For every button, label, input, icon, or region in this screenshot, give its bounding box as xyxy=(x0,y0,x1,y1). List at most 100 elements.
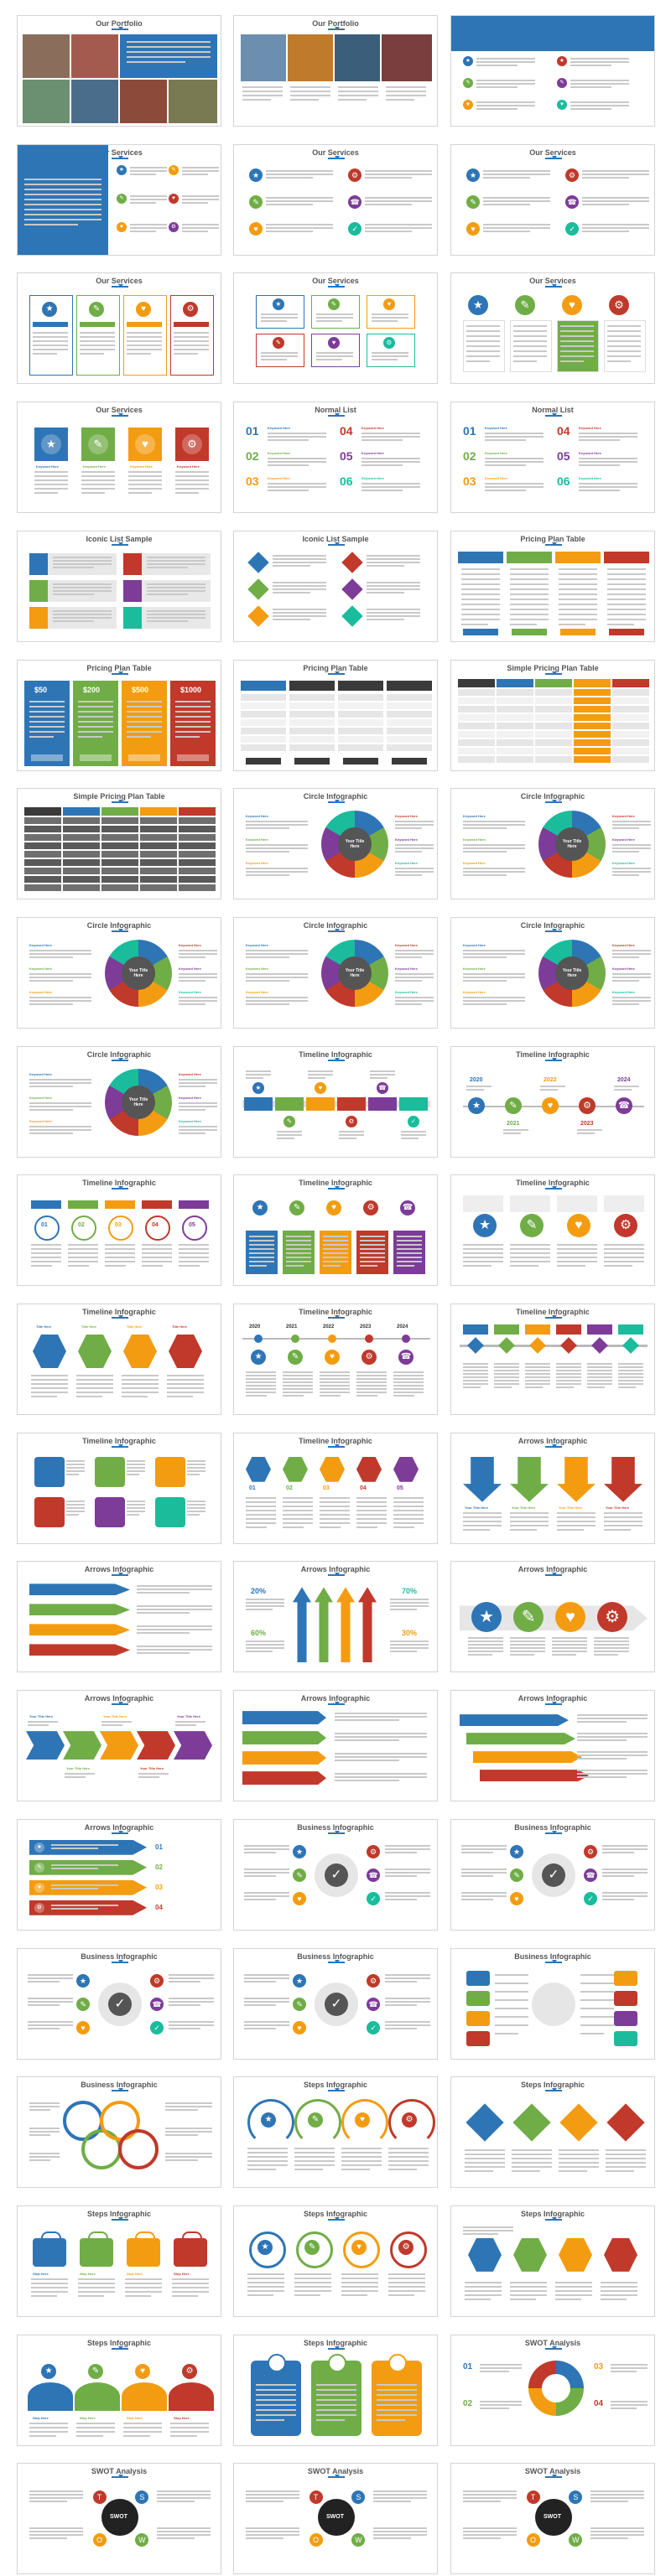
slide-thumbnail[interactable]: Steps Infographic xyxy=(450,2205,655,2317)
slide-thumbnail[interactable]: Circle Infographic Your Title Here Keyword… xyxy=(17,916,221,1029)
slide-thumbnail[interactable]: Timeline Infographic ★ ✎ ♥ ⚙ ☎ xyxy=(233,1174,438,1287)
text-placeholder-line xyxy=(247,2289,284,2292)
slide-thumbnail[interactable]: Timeline Infographic ★ ✎ ♥ ⚙ xyxy=(450,1174,655,1287)
text-placeholder-line xyxy=(246,1602,284,1604)
text-placeholder-line xyxy=(246,868,308,870)
slide-thumbnail[interactable]: Steps Infographic xyxy=(450,2076,655,2189)
text-placeholder-line xyxy=(170,2422,209,2424)
slide-thumbnail[interactable]: Timeline Infographic 01 02 03 04 05 xyxy=(233,1432,438,1544)
slide-thumbnail[interactable]: Iconic List Sample xyxy=(233,530,438,642)
slide-thumbnail[interactable]: Pricing Plan Table xyxy=(450,530,655,642)
slide-thumbnail[interactable]: Our Services ★ ✎ ♥ ⚙ xyxy=(17,272,221,385)
text-placeholder-line xyxy=(105,1265,127,1267)
slide-thumbnail[interactable]: Arrows Infographic xyxy=(17,1561,221,1673)
slide-thumbnail[interactable]: SWOT Analysis SWOT S W O T xyxy=(17,2463,221,2575)
slide-thumbnail[interactable]: Business Infographic xyxy=(450,1947,655,2060)
slide-thumbnail[interactable]: Steps Infographic ★ Step Here ✎ Step Here ♥ St… xyxy=(17,2334,221,2446)
text-placeholder-line xyxy=(51,1884,118,1886)
slide-thumbnail[interactable]: Our Portfolio xyxy=(17,15,221,127)
text-placeholder-line xyxy=(341,2277,378,2279)
slide-thumbnail[interactable]: Business Infographic ✓ ★ ⚙ ✎ ☎ ♥ ✓ xyxy=(450,1818,655,1931)
slide-thumbnail[interactable]: Arrows Infographic 20% 70% 60% 30% xyxy=(233,1561,438,1673)
list-number: 03 xyxy=(463,474,476,489)
text-placeholder-line xyxy=(335,1780,399,1782)
slide-thumbnail[interactable]: Circle Infographic Your Title Here Keyword… xyxy=(450,916,655,1029)
generic-icon: ☎ xyxy=(150,1997,164,2011)
slide-thumbnail[interactable]: Steps Infographic ★ ✎ ♥ ⚙ xyxy=(233,2076,438,2189)
text-placeholder-line xyxy=(261,359,287,361)
text-placeholder-line xyxy=(323,1240,348,1242)
slide-thumbnail[interactable]: Our Services ★ ✎ ♥ ✎ ♥ ⚙ xyxy=(233,272,438,385)
text-placeholder-line xyxy=(29,2422,68,2424)
text-placeholder-line xyxy=(556,1380,581,1381)
slide-thumbnail[interactable]: Iconic List Sample xyxy=(17,530,221,642)
slide-thumbnail[interactable]: Business Infographic ✓ ★ ⚙ ✎ ☎ ♥ ✓ xyxy=(17,1947,221,2060)
iconic-list-icon-box xyxy=(123,606,142,629)
slide-thumbnail[interactable]: Timeline Infographic xyxy=(450,1304,655,1415)
slide-thumbnail[interactable]: Pricing Plan Table xyxy=(233,659,438,771)
slide-thumbnail[interactable]: Simple Pricing Plan Table xyxy=(17,788,221,900)
text-placeholder-line xyxy=(485,436,544,438)
slide-thumbnail[interactable]: Normal List 01 Keyword Here 04 Keyword Here 0… xyxy=(233,402,438,514)
slide-thumbnail[interactable]: Our Services ★ ⚙ ✎ ☎ ♥ ✓ xyxy=(450,143,655,256)
slide-thumbnail[interactable]: Our Services ★ ✎ ♥ ⚙ xyxy=(450,272,655,385)
slide-thumbnail[interactable]: SWOT Analysis SWOT S W O T xyxy=(233,2463,438,2575)
slide-thumbnail[interactable]: Normal List 01 Keyword Here 04 Keyword Here 0… xyxy=(450,402,655,514)
slide-thumbnail[interactable]: Steps Infographic Step Here Step Here Step … xyxy=(17,2205,221,2317)
slide-thumbnail[interactable]: Steps Infographic ★ ✎ ♥ ⚙ xyxy=(233,2205,438,2317)
slide-thumbnail[interactable]: Timeline Infographic 2020 ★ 2021 ✎ 2022 ♥ 2023 ⚙… xyxy=(233,1304,438,1415)
slide-thumbnail[interactable]: SWOT Analysis SWOT S W O T xyxy=(450,2463,655,2575)
slide-thumbnail[interactable]: Our Services★★✎✎♥♥ xyxy=(450,15,655,127)
slide-thumbnail[interactable]: Timeline Infographic ★ ✎ ♥ ⚙ ☎ ✓ xyxy=(233,1045,438,1158)
generic-icon: ✓ xyxy=(150,2020,164,2034)
arrow-title: Your Title Here xyxy=(465,1505,489,1510)
slide-thumbnail[interactable]: Business Infographic xyxy=(17,2076,221,2189)
slide-title: Iconic List Sample xyxy=(86,534,153,543)
slide-thumbnail[interactable]: Arrows Infographic xyxy=(233,1690,438,1802)
text-placeholder-line xyxy=(401,1133,426,1136)
slide-thumbnail[interactable]: Timeline Infographic Title Here Title Here… xyxy=(17,1304,221,1415)
text-placeholder-line xyxy=(579,490,620,492)
slide-thumbnail[interactable]: Our Services ★ ✎ ✎ ♥ ♥ ⚙ xyxy=(17,143,221,256)
slide-thumbnail[interactable]: Circle Infographic Your Title Here Keyword… xyxy=(450,788,655,900)
text-placeholder-line xyxy=(105,1257,135,1259)
text-placeholder-line xyxy=(365,200,432,202)
slide-thumbnail[interactable]: Arrows Infographic ★ ✎ ♥ ⚙ xyxy=(450,1561,655,1673)
text-placeholder-line xyxy=(335,1776,427,1779)
slide-thumbnail[interactable]: Our Services ★ ⚙ ✎ ☎ ♥ ✓ xyxy=(233,143,438,256)
text-placeholder-line xyxy=(385,1977,430,1979)
slide-title: Arrows Infographic xyxy=(84,1822,154,1832)
slide-thumbnail[interactable]: Timeline Infographic xyxy=(17,1432,221,1544)
slide-thumbnail[interactable]: SWOT Analysis 01 03 02 04 xyxy=(450,2334,655,2446)
text-placeholder-line xyxy=(244,2000,289,2003)
generic-icon: ★ xyxy=(249,168,263,182)
text-placeholder-line xyxy=(167,1375,204,1376)
text-placeholder-line xyxy=(290,86,330,88)
slide-thumbnail[interactable]: Our Portfolio xyxy=(233,15,438,127)
text-placeholder-line xyxy=(122,1379,159,1381)
service-keyword: Keyword Here xyxy=(177,464,200,469)
generic-icon: ♥ xyxy=(325,1350,340,1365)
text-placeholder-line xyxy=(335,1760,399,1762)
slide-thumbnail[interactable]: Timeline Infographic ★ 2020 ✎ 2021 ♥ 2022 ⚙ 2023… xyxy=(450,1045,655,1158)
generic-icon-glyph: ★ xyxy=(45,304,54,314)
slide-thumbnail[interactable]: Timeline Infographic 01 02 03 04 05 xyxy=(17,1174,221,1287)
text-placeholder-line xyxy=(24,193,101,195)
diamond-icon xyxy=(341,578,363,600)
slide-thumbnail[interactable]: Steps Infographic xyxy=(233,2334,438,2446)
slide-thumbnail[interactable]: Simple Pricing Plan Table xyxy=(450,659,655,771)
text-placeholder-line xyxy=(577,1721,627,1723)
slide-thumbnail[interactable]: Arrows Infographic ★ 01 ✎ 02 ♥ 03 ⚙ 04 xyxy=(17,1818,221,1931)
slide-thumbnail[interactable]: Circle Infographic Your Title Here Keyword… xyxy=(233,916,438,1029)
slide-thumbnail[interactable]: Business Infographic ✓ ★ ⚙ ✎ ☎ ♥ ✓ xyxy=(233,1818,438,1931)
text-placeholder-line xyxy=(480,2366,522,2369)
slide-thumbnail[interactable]: Circle Infographic Your Title Here Keyword… xyxy=(233,788,438,900)
slide-thumbnail[interactable]: Arrows Infographic Your Title Here Your Ti… xyxy=(450,1432,655,1544)
slide-thumbnail[interactable]: Circle Infographic Your Title Here Keyword… xyxy=(17,1045,221,1158)
slide-thumbnail[interactable]: Business Infographic ✓ ★ ⚙ ✎ ☎ ♥ ✓ xyxy=(233,1947,438,2060)
slide-thumbnail[interactable]: Arrows Infographic Your Title Here Your Ti… xyxy=(17,1690,221,1802)
slide-thumbnail[interactable]: Our Services ★ Keyword Here ✎ Keyword Here ♥ K… xyxy=(17,402,221,514)
slide-thumbnail[interactable]: Pricing Plan Table $50 $200 $500 $1000 xyxy=(17,659,221,771)
slide-thumbnail[interactable]: Arrows Infographic xyxy=(450,1690,655,1802)
generic-icon-glyph: ⚙ xyxy=(153,1976,160,1985)
